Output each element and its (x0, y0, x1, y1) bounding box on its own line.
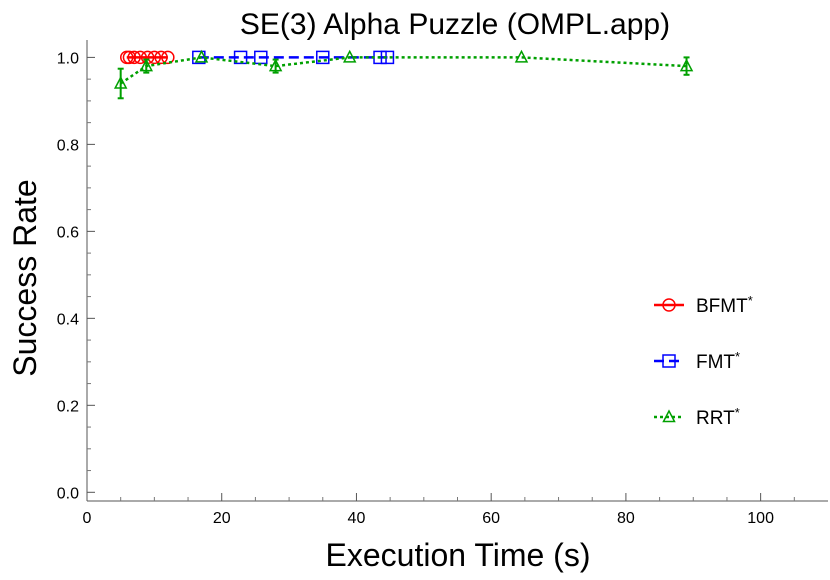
legend-item-bfmt: BFMT* (654, 293, 753, 317)
y-tick-label: 0.0 (57, 485, 79, 502)
data-point (122, 50, 137, 65)
data-point (147, 50, 162, 65)
legend-series-suffix: * (748, 293, 753, 308)
y-tick-label: 0.4 (57, 311, 79, 328)
x-tick-label: 20 (213, 510, 231, 527)
x-tick-label: 60 (482, 510, 500, 527)
data-point (268, 58, 283, 72)
data-point (113, 75, 128, 89)
legend-series-name: FMT (696, 352, 735, 373)
legend-label: FMT* (696, 349, 740, 373)
y-axis-title: Success Rate (7, 179, 43, 376)
legend-series-suffix: * (735, 349, 740, 364)
legend-label: BFMT* (696, 293, 753, 317)
data-point (127, 50, 141, 65)
data-point (233, 50, 248, 65)
series-bfmt (119, 50, 175, 65)
plot-area (113, 49, 694, 100)
data-point (133, 50, 147, 65)
y-tick-label: 0.2 (57, 398, 79, 415)
legend-swatch-marker (662, 409, 676, 423)
data-point (161, 50, 175, 65)
legend-swatch-marker (662, 354, 676, 368)
x-axis-title: Execution Time (s) (326, 537, 591, 573)
x-tick-label: 0 (83, 510, 92, 527)
legend-series-name: RRT (696, 408, 735, 429)
legend-series-suffix: * (735, 405, 740, 420)
data-point (342, 49, 357, 63)
legend: BFMT*FMT*RRT* (654, 293, 753, 429)
chart-title: SE(3) Alpha Puzzle (OMPL.app) (240, 8, 670, 41)
data-point (316, 50, 330, 65)
data-point (380, 50, 395, 65)
x-tick-label: 40 (348, 510, 366, 527)
data-point (139, 58, 154, 72)
legend-item-fmt: FMT* (654, 349, 740, 373)
data-point (679, 58, 694, 72)
legend-series-name: BFMT (696, 296, 748, 317)
y-tick-label: 0.6 (57, 224, 79, 241)
x-tick-label: 80 (617, 510, 635, 527)
x-tick-label: 100 (747, 510, 774, 527)
y-tick-label: 1.0 (57, 50, 79, 67)
legend-label: RRT* (696, 405, 740, 429)
series-rrt (113, 49, 694, 100)
data-point (514, 49, 529, 63)
legend-swatch-marker (662, 298, 676, 312)
y-tick-label: 0.8 (57, 137, 79, 154)
series-fmt (192, 50, 395, 65)
data-point (194, 49, 209, 63)
legend-item-rrt: RRT* (654, 405, 740, 429)
axes: 0 20 40 60 80 100 0.0 0.2 0.4 0.6 0.8 1.0 (57, 40, 828, 527)
data-point (154, 50, 168, 65)
